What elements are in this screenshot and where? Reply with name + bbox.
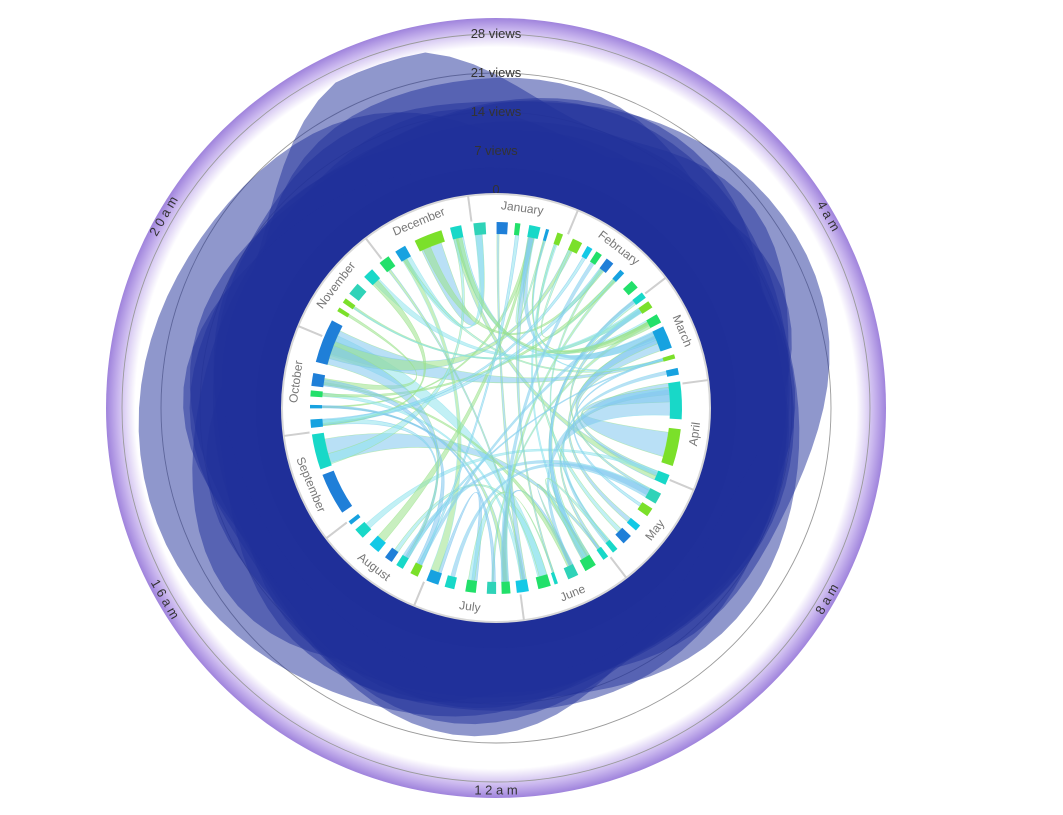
month-label: October xyxy=(286,360,305,404)
chord-arc xyxy=(550,572,558,585)
chord-arc xyxy=(379,256,396,273)
radial-tick-label: 7 views xyxy=(474,143,518,158)
chord-arc xyxy=(501,581,511,594)
month-label: January xyxy=(500,198,544,217)
radial-tick-label: 0 xyxy=(492,182,499,197)
chord-arc xyxy=(665,367,679,377)
chord-arc xyxy=(310,390,323,398)
chord-arc xyxy=(348,514,361,525)
month-divider xyxy=(609,556,628,579)
chord-arc xyxy=(310,404,323,409)
chord-links xyxy=(321,233,671,583)
chord-arc xyxy=(563,564,579,580)
chord-arc xyxy=(579,554,596,572)
chord-arc xyxy=(342,298,356,310)
chord-arc xyxy=(615,527,631,544)
month-label: July xyxy=(458,598,481,615)
chord-arc xyxy=(513,222,521,236)
chord-arc xyxy=(589,251,602,265)
chord-arc xyxy=(337,307,350,318)
chord-arc xyxy=(410,562,423,577)
chord-arc xyxy=(632,292,646,305)
month-label: April xyxy=(686,421,703,447)
chord-arc xyxy=(553,232,564,246)
chord-arc xyxy=(486,581,497,594)
month-dividers xyxy=(283,195,709,621)
chord-arc xyxy=(542,228,550,242)
chord-arc xyxy=(311,373,326,388)
chord-arc xyxy=(414,230,445,252)
chord-arc xyxy=(605,539,618,553)
chord-ribbon xyxy=(322,267,604,426)
chord-arc xyxy=(596,546,609,560)
chord-arc xyxy=(612,269,625,282)
chord-arcs xyxy=(310,222,682,594)
chord-arc xyxy=(315,320,343,365)
month-divider xyxy=(644,276,667,295)
chord-arc xyxy=(310,418,323,428)
month-divider xyxy=(467,195,473,222)
chord-arc xyxy=(364,269,381,286)
grid-circle xyxy=(121,33,871,783)
chord-arc xyxy=(668,381,682,420)
chord-arc xyxy=(527,225,541,240)
chord-arc xyxy=(465,579,478,593)
chord-arc xyxy=(355,521,372,538)
month-divider xyxy=(325,521,348,540)
chord-arc xyxy=(599,258,614,273)
chord-arc xyxy=(661,427,681,467)
chord-arc xyxy=(622,280,638,296)
chord-arc xyxy=(496,222,508,235)
chord-arc xyxy=(395,245,411,262)
chord-arc xyxy=(645,488,662,504)
chord-arc xyxy=(626,517,641,531)
month-divider xyxy=(413,581,425,607)
chord-arc xyxy=(322,470,353,513)
radial-tick-labels: 0 7 views 14 views 21 views 28 views xyxy=(471,26,522,197)
chord-arc xyxy=(473,222,487,236)
chord-arc xyxy=(384,547,399,563)
month-divider xyxy=(283,431,310,437)
chord-arc xyxy=(637,502,653,517)
chord-arc xyxy=(567,238,583,254)
chord-arc xyxy=(444,575,457,590)
time-axis-label: 1 2 a m xyxy=(474,782,517,797)
chord-arc xyxy=(638,301,653,314)
chord-arc xyxy=(426,569,442,585)
chord-arc xyxy=(654,470,670,485)
month-divider xyxy=(669,479,695,491)
radial-tick-label: 14 views xyxy=(471,104,522,119)
chord-arc xyxy=(396,554,409,569)
chord-arc xyxy=(349,283,367,302)
chord-arc xyxy=(652,326,672,352)
chord-arc xyxy=(450,225,464,240)
chord-arc xyxy=(369,535,386,553)
chord-arc xyxy=(515,579,529,593)
month-divider xyxy=(682,379,709,385)
chord-arc xyxy=(646,314,662,328)
month-divider xyxy=(519,594,525,621)
chord-arc xyxy=(662,354,676,362)
month-divider xyxy=(567,209,579,235)
chord-arc xyxy=(311,432,332,470)
radial-tick-label: 28 views xyxy=(471,26,522,41)
radial-tick-label: 21 views xyxy=(471,65,522,80)
month-divider xyxy=(297,325,323,337)
chord-arc xyxy=(581,245,593,260)
chord-arc xyxy=(535,574,551,590)
month-divider xyxy=(364,237,383,260)
